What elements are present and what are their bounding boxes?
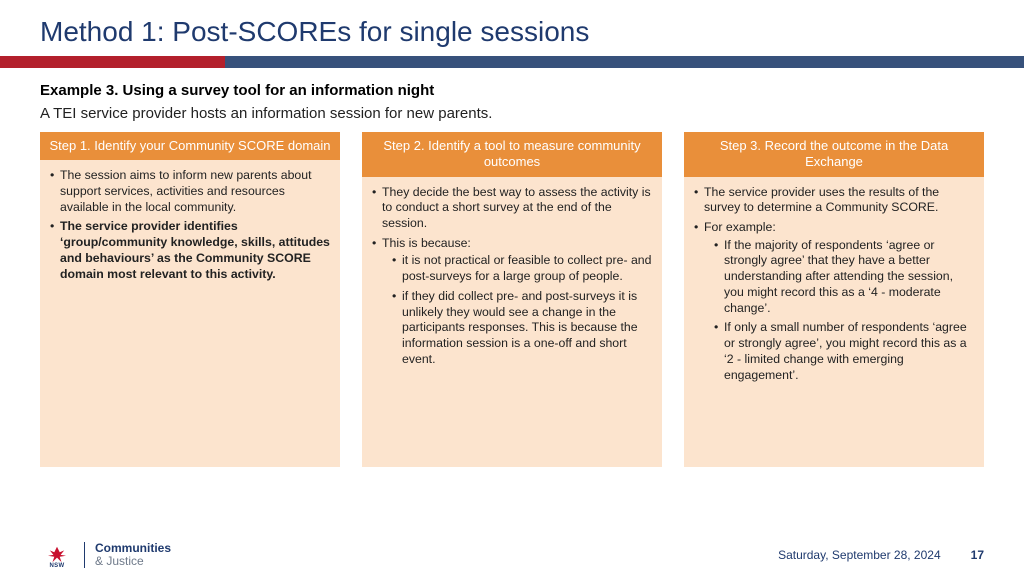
page-number: 17 xyxy=(971,548,984,562)
brand-line2: & Justice xyxy=(95,554,144,568)
bullet: For example: If the majority of responde… xyxy=(694,220,974,383)
step-header: Step 3. Record the outcome in the Data E… xyxy=(684,132,984,177)
bullet: The session aims to inform new parents a… xyxy=(50,168,330,215)
accent-band-navy xyxy=(225,56,1024,68)
accent-band-red xyxy=(0,56,225,68)
bullet: The service provider uses the results of… xyxy=(694,185,974,216)
bullet-text: They decide the best way to assess the a… xyxy=(382,185,651,230)
sub-bullet: if they did collect pre- and post-survey… xyxy=(392,289,652,368)
bullet: This is because: it is not practical or … xyxy=(372,236,652,368)
steps-row: Step 1. Identify your Community SCORE do… xyxy=(40,132,984,467)
sub-bullet: If the majority of respondents ‘agree or… xyxy=(714,238,974,317)
sub-bullet: it is not practical or feasible to colle… xyxy=(392,253,652,284)
title-area: Method 1: Post-SCOREs for single session… xyxy=(0,0,1024,56)
step-body: The service provider uses the results of… xyxy=(684,177,984,467)
sub-bullet-text: it is not practical or feasible to colle… xyxy=(402,253,651,283)
sub-bullet-text: If the majority of respondents ‘agree or… xyxy=(724,238,953,315)
bullet-text: This is because: xyxy=(382,236,471,250)
sub-bullet: If only a small number of respondents ‘a… xyxy=(714,320,974,383)
example-heading: Example 3. Using a survey tool for an in… xyxy=(40,82,984,99)
nsw-logo: NSW xyxy=(40,541,74,569)
footer-divider xyxy=(84,542,85,568)
step-body: They decide the best way to assess the a… xyxy=(362,177,662,467)
step-column-3: Step 3. Record the outcome in the Data E… xyxy=(684,132,984,467)
footer-date: Saturday, September 28, 2024 xyxy=(778,548,941,562)
bullet-text: The service provider identifies ‘group/c… xyxy=(60,219,330,280)
slide: Method 1: Post-SCOREs for single session… xyxy=(0,0,1024,576)
bullet: They decide the best way to assess the a… xyxy=(372,185,652,232)
brand-name: Communities & Justice xyxy=(95,542,171,567)
bullet-text: The service provider uses the results of… xyxy=(704,185,939,215)
bullet-text: For example: xyxy=(704,220,776,234)
footer-right: Saturday, September 28, 2024 17 xyxy=(778,548,984,562)
nsw-gov-text: NSW xyxy=(50,563,65,569)
sub-bullet-text: if they did collect pre- and post-survey… xyxy=(402,289,638,366)
step-header: Step 1. Identify your Community SCORE do… xyxy=(40,132,340,160)
page-title: Method 1: Post-SCOREs for single session… xyxy=(40,16,984,48)
intro-text: A TEI service provider hosts an informat… xyxy=(40,105,984,122)
footer-left: NSW Communities & Justice xyxy=(40,541,171,569)
waratah-icon xyxy=(46,545,68,563)
step-column-1: Step 1. Identify your Community SCORE do… xyxy=(40,132,340,467)
bullet-text: The session aims to inform new parents a… xyxy=(60,168,312,213)
sub-bullet-text: If only a small number of respondents ‘a… xyxy=(724,320,967,381)
step-header: Step 2. Identify a tool to measure commu… xyxy=(362,132,662,177)
step-column-2: Step 2. Identify a tool to measure commu… xyxy=(362,132,662,467)
step-body: The session aims to inform new parents a… xyxy=(40,160,340,466)
footer: NSW Communities & Justice Saturday, Sept… xyxy=(0,534,1024,576)
accent-band xyxy=(0,56,1024,68)
content-area: Example 3. Using a survey tool for an in… xyxy=(0,68,1024,576)
bullet: The service provider identifies ‘group/c… xyxy=(50,219,330,282)
